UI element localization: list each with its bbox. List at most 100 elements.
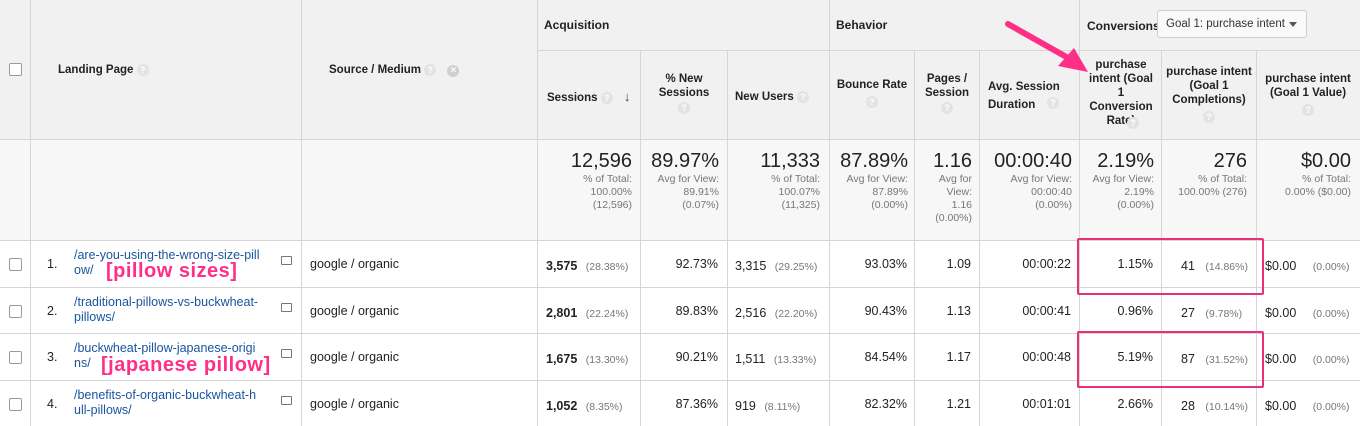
total-value: 12,596	[570, 150, 632, 172]
value-label: purchase intent (Goal 1 Value)	[1265, 73, 1351, 99]
row-index: 3.	[47, 350, 58, 364]
bounce-rate-header[interactable]: Bounce Rate ?	[832, 78, 912, 108]
help-icon[interactable]: ?	[941, 102, 953, 114]
duration-cell: 00:00:41	[1022, 304, 1071, 318]
total-sub: Avg for View: 1.16 (0.00%)	[935, 173, 972, 224]
help-icon[interactable]: ?	[1203, 111, 1215, 123]
cell-percent: (8.35%)	[585, 401, 623, 413]
source-medium-header[interactable]: Source / Medium ? ×	[329, 63, 460, 77]
link-line: ow/	[74, 263, 94, 277]
source-medium-cell: google / organic	[310, 350, 399, 364]
cell-percent: (0.00%)	[1312, 261, 1350, 273]
conversions-group: Conversions	[1087, 19, 1160, 33]
new-users-cell: 919 (8.11%)	[735, 397, 800, 415]
landing-page-link[interactable]: /benefits-of-organic-buckwheat-h ull-pil…	[74, 388, 284, 418]
completions-label: purchase intent (Goal 1 Completions)	[1166, 66, 1252, 106]
total-sub: Avg for View: 2.19% (0.00%)	[1092, 173, 1154, 211]
pages-session-cell: 1.13	[946, 304, 971, 318]
cell-value: 41	[1181, 259, 1195, 273]
cell-percent: (22.20%)	[774, 308, 818, 320]
total-value: 00:00:40	[994, 150, 1072, 172]
cell-percent: (31.52%)	[1205, 354, 1248, 366]
sessions-cell: 1,052 (8.35%)	[546, 397, 623, 415]
pages-session-header[interactable]: Pages / Session ?	[916, 72, 978, 114]
total-sub: % of Total: 0.00% ($0.00)	[1285, 173, 1351, 198]
open-page-icon[interactable]	[281, 396, 292, 405]
sort-desc-icon[interactable]: ↓	[623, 89, 631, 104]
cell-value: 27	[1181, 306, 1195, 320]
goal-dropdown[interactable]: Goal 1: purchase intent	[1157, 10, 1307, 38]
sessions-cell: 3,575 (28.38%)	[546, 257, 628, 275]
link-line: /buckwheat-pillow-japanese-origi	[74, 341, 256, 355]
new-sessions-header[interactable]: % New Sessions ?	[645, 72, 723, 114]
cell-percent: (8.11%)	[764, 401, 801, 413]
row-index: 4.	[47, 397, 58, 411]
cell-percent: (0.00%)	[1312, 308, 1350, 320]
bounce-rate-cell: 82.32%	[864, 397, 907, 411]
total-value: 89.97%	[651, 150, 719, 172]
row-checkbox[interactable]	[9, 305, 22, 318]
divider	[30, 0, 31, 426]
cell-value: 28	[1181, 399, 1195, 413]
value-cell: $0.00 (0.00%)	[1265, 304, 1350, 322]
avg-duration-label: Avg. Session Duration	[988, 81, 1060, 111]
cell-value: 87	[1181, 352, 1195, 366]
help-icon[interactable]: ?	[866, 96, 878, 108]
open-page-icon[interactable]	[281, 256, 292, 265]
help-icon[interactable]: ?	[424, 63, 437, 76]
source-medium-label: Source / Medium	[329, 64, 422, 76]
value-header[interactable]: purchase intent (Goal 1 Value) ?	[1260, 72, 1356, 116]
divider	[727, 50, 728, 426]
value-cell: $0.00 (0.00%)	[1265, 397, 1350, 415]
pages-session-cell: 1.09	[946, 257, 971, 271]
total-sessions: 12,596 % of Total: 100.00% (12,596)	[540, 150, 632, 212]
link-line: pillows/	[74, 310, 115, 324]
duration-cell: 00:00:48	[1022, 350, 1071, 364]
sessions-cell: 2,801 (22.24%)	[546, 304, 628, 322]
remove-dimension-icon[interactable]: ×	[447, 65, 460, 77]
new-sessions-label: % New Sessions	[658, 73, 710, 99]
cell-percent: (22.24%)	[585, 308, 629, 320]
help-icon[interactable]: ?	[1127, 117, 1139, 129]
value-cell: $0.00 (0.00%)	[1265, 350, 1350, 368]
completions-header[interactable]: purchase intent (Goal 1 Completions) ?	[1166, 65, 1252, 123]
cell-value: $0.00	[1265, 259, 1297, 273]
total-value: $0.00	[1300, 150, 1351, 172]
cell-value: $0.00	[1265, 306, 1297, 320]
row-checkbox[interactable]	[9, 258, 22, 271]
cell-value: 3,315	[735, 259, 767, 273]
link-line: /traditional-pillows-vs-buckwheat-	[74, 295, 259, 309]
landing-page-header[interactable]: Landing Page ?	[58, 63, 149, 77]
dropdown-arrow-icon	[1289, 22, 1297, 27]
landing-page-link[interactable]: /traditional-pillows-vs-buckwheat- pillo…	[74, 295, 284, 325]
help-icon[interactable]: ?	[797, 90, 810, 103]
divider	[0, 333, 1360, 334]
select-all-checkbox[interactable]	[9, 63, 22, 76]
row-checkbox[interactable]	[9, 351, 22, 364]
sessions-header[interactable]: Sessions ? ↓	[538, 90, 640, 105]
pages-session-cell: 1.17	[946, 350, 971, 364]
duration-cell: 00:00:22	[1022, 257, 1071, 271]
annotation-label: [pillow sizes]	[106, 260, 238, 282]
completions-cell: 28 (10.14%)	[1181, 397, 1248, 415]
landing-page-link[interactable]: /buckwheat-pillow-japanese-origi ns/	[74, 341, 284, 371]
new-users-header[interactable]: New Users ?	[735, 90, 825, 104]
help-icon[interactable]: ?	[678, 102, 690, 114]
bounce-rate-label: Bounce Rate	[836, 79, 908, 91]
total-sub: Avg for View: 87.89% (0.00%)	[846, 173, 908, 211]
help-icon[interactable]: ?	[1302, 104, 1314, 116]
row-checkbox[interactable]	[9, 398, 22, 411]
divider	[0, 380, 1360, 381]
avg-duration-header[interactable]: Avg. Session Duration	[988, 78, 1073, 114]
goal-dropdown-label: Goal 1: purchase intent	[1166, 18, 1285, 30]
help-icon[interactable]: ?	[1047, 97, 1059, 109]
open-page-icon[interactable]	[281, 349, 292, 358]
table-header	[0, 0, 1360, 140]
source-medium-cell: google / organic	[310, 257, 399, 271]
landing-page-link[interactable]: /are-you-using-the-wrong-size-pill ow/	[74, 248, 284, 278]
total-value: 2.19%	[1097, 150, 1154, 172]
help-icon[interactable]: ?	[600, 91, 613, 104]
cell-value: $0.00	[1265, 399, 1297, 413]
open-page-icon[interactable]	[281, 303, 292, 312]
help-icon[interactable]: ?	[136, 63, 149, 76]
